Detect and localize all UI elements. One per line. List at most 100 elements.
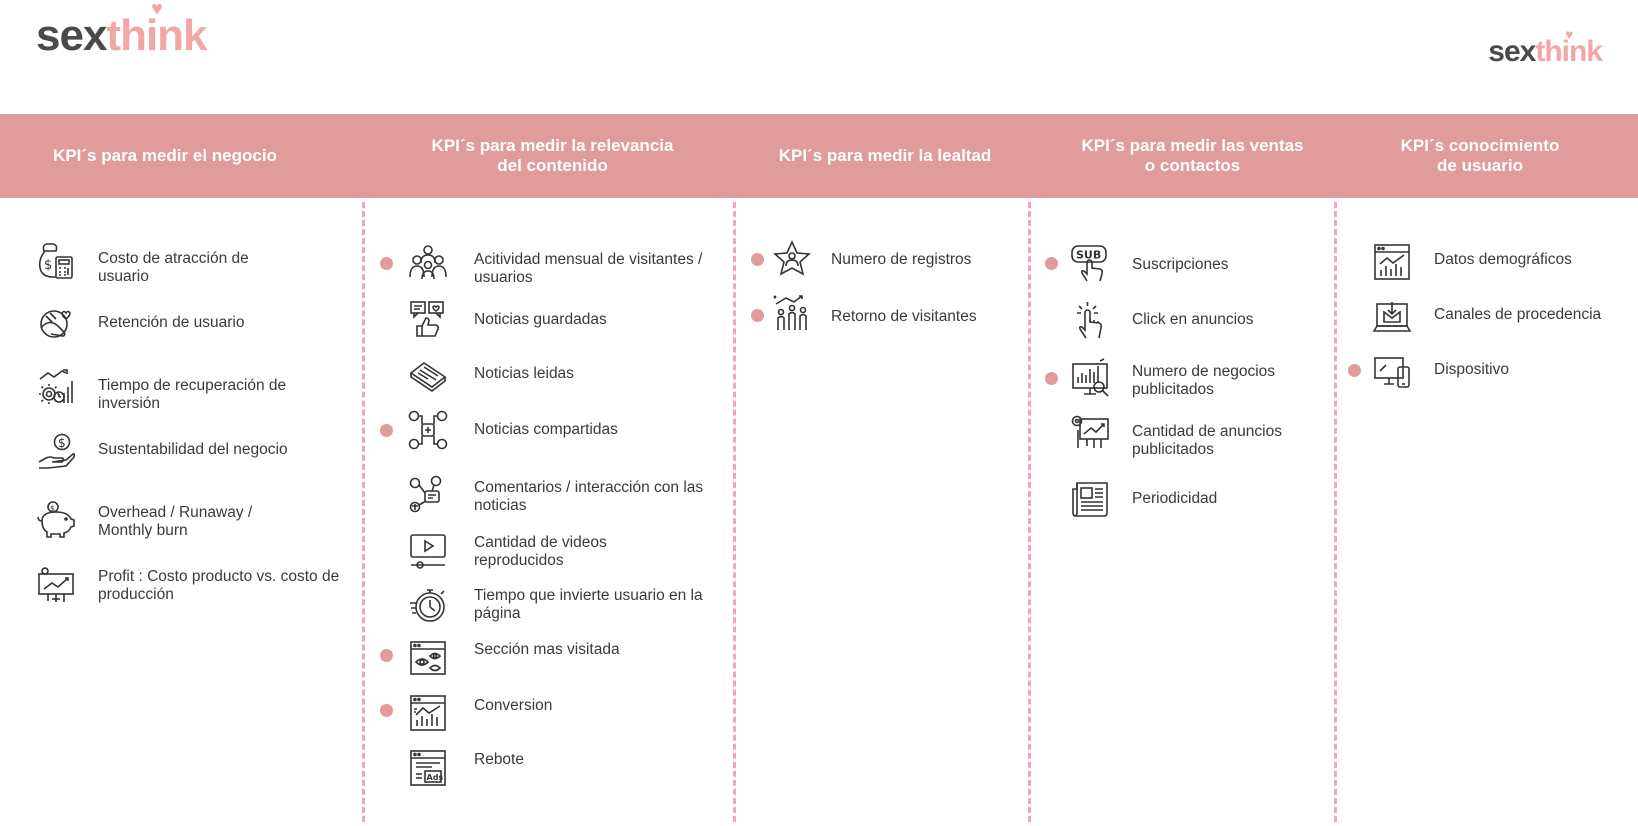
kpi-label: Numero de registros	[831, 251, 972, 268]
browser-chart-icon	[1372, 242, 1412, 282]
kpi-label: Datos demográficos	[1434, 251, 1572, 268]
comments-network-icon	[408, 475, 448, 515]
column-header-user: KPI´s conocimiento de usuario	[1400, 136, 1560, 175]
svg-text:$: $	[50, 504, 55, 513]
users-growth-icon	[772, 294, 812, 334]
kpi-label: Acitividad mensual de visitantes / usuar…	[474, 251, 703, 286]
kpi-item: Sección mas visitada	[408, 638, 718, 682]
stopwatch-icon	[408, 585, 448, 625]
kpi-item: Conversion	[408, 693, 718, 737]
svg-text:SUB: SUB	[1076, 249, 1101, 262]
star-user-icon	[772, 239, 812, 279]
kpi-label: Cantidad de videos reproducidos	[474, 534, 607, 569]
kpi-item: Noticias leidas	[408, 355, 718, 399]
column-divider	[733, 202, 736, 822]
highlight-dot	[1045, 257, 1058, 270]
kpi-item: Cantidad de videos reproducidos	[408, 532, 718, 576]
kpi-item: Retención de usuario	[36, 304, 346, 348]
kpi-item: Comentarios / interacción con las notici…	[408, 475, 718, 519]
kpi-item: SUB Suscripciones	[1070, 243, 1340, 287]
kpi-label: Canales de procedencia	[1434, 306, 1602, 323]
kpi-item: Numero de registros	[772, 239, 1022, 283]
kpi-item: Ads Rebote	[408, 748, 718, 792]
kpi-label: Comentarios / interacción con las notici…	[474, 479, 704, 514]
kpi-label: Retención de usuario	[98, 314, 245, 331]
browser-analytics-icon	[408, 693, 448, 733]
kpi-item: Periodicidad	[1070, 479, 1340, 523]
brand-logo-part2: think ♥	[106, 0, 207, 60]
svg-text:Ads: Ads	[427, 773, 444, 782]
brand-logo-small-part2: think ♥	[1535, 28, 1603, 68]
kpi-item: Cantidad de anuncios publicitados	[1070, 413, 1340, 458]
svg-text:$: $	[58, 436, 66, 450]
kpi-label: Costo de atracción de usuario	[98, 250, 249, 285]
kpi-item: $ Overhead / Runaway / Monthly burn	[36, 499, 346, 543]
svg-text:$: $	[44, 258, 52, 273]
column-divider	[1028, 202, 1031, 822]
newspaper-columns-icon	[1070, 479, 1110, 519]
column-header-content: KPI´s para medir la relevancia del conte…	[431, 136, 674, 175]
kpi-label: Noticias leidas	[474, 365, 574, 382]
column-divider	[362, 202, 365, 822]
kpi-item: Canales de procedencia	[1372, 298, 1632, 342]
kpi-label: Conversion	[474, 697, 553, 714]
brand-logo: sexthink ♥	[36, 0, 208, 60]
kpi-item: $ Sustentabilidad del negocio	[36, 432, 346, 476]
highlight-dot	[1045, 372, 1058, 385]
highlight-dot	[1348, 364, 1361, 377]
kpi-item: Datos demográficos	[1372, 242, 1632, 286]
devices-icon	[1372, 353, 1412, 393]
presentation-board-icon	[36, 566, 76, 606]
column-header-sales: KPI´s para medir las ventas o contactos	[1081, 136, 1304, 175]
kpi-item: Acitividad mensual de visitantes / usuar…	[408, 243, 718, 287]
kpi-item: Numero de negocios publicitados	[1070, 358, 1340, 402]
kpi-label: Sustentabilidad del negocio	[98, 441, 288, 458]
brand-logo-part2-text: think	[106, 11, 207, 60]
kpi-label: Overhead / Runaway / Monthly burn	[98, 504, 253, 539]
laptop-mail-icon	[1372, 298, 1412, 338]
highlight-dot	[380, 424, 393, 437]
brand-logo-small-part1: sex	[1488, 35, 1536, 68]
kpi-item: Retorno de visitantes	[772, 294, 1022, 338]
kpi-item: Tiempo que invierte usuario en la página	[408, 585, 718, 629]
hand-heart-icon	[36, 304, 76, 344]
highlight-dot	[380, 257, 393, 270]
kpi-item: Profit : Costo producto vs. costo de pro…	[36, 566, 346, 610]
highlight-dot	[751, 253, 764, 266]
kpi-label: Dispositivo	[1434, 361, 1509, 378]
kpi-label: Numero de negocios publicitados	[1132, 363, 1276, 398]
kpi-item: Noticias guardadas	[408, 300, 718, 344]
gear-growth-chart-icon	[36, 367, 76, 407]
kpi-item: Click en anuncios	[1070, 300, 1340, 344]
heart-icon: ♥	[151, 0, 163, 21]
kpi-label: Rebote	[474, 751, 524, 768]
kpi-item: $ Costo de atracción de usuario	[36, 241, 346, 285]
kpi-label: Tiempo de recuperación de inversión	[98, 377, 287, 412]
kpi-label: Profit : Costo producto vs. costo de pro…	[98, 568, 340, 603]
kpi-label: Click en anuncios	[1132, 311, 1254, 328]
kpi-label: Noticias compartidas	[474, 421, 618, 438]
brand-logo-small: sexthink ♥	[1488, 28, 1603, 68]
kpi-label: Periodicidad	[1132, 490, 1218, 507]
users-group-icon	[408, 243, 448, 283]
brand-logo-part1: sex	[36, 11, 107, 60]
newspaper-icon	[408, 355, 448, 395]
piggy-bank-icon: $	[36, 499, 76, 539]
pointer-click-icon	[1070, 300, 1110, 340]
column-header-loyalty: KPI´s para medir la lealtad	[778, 146, 992, 165]
browser-eye-icon	[408, 638, 448, 678]
kpi-label: Suscripciones	[1132, 256, 1229, 273]
presentation-chart-icon	[1070, 413, 1110, 453]
column-divider	[1334, 202, 1337, 822]
kpi-header-band	[0, 114, 1638, 198]
highlight-dot	[751, 309, 764, 322]
highlight-dot	[380, 649, 393, 662]
money-calculator-icon: $	[36, 241, 76, 281]
hand-coin-icon: $	[36, 432, 76, 472]
thumbs-up-chat-icon	[408, 300, 448, 340]
video-player-icon	[408, 532, 448, 572]
sub-button-click-icon: SUB	[1070, 243, 1110, 283]
kpi-label: Sección mas visitada	[474, 641, 620, 658]
kpi-label: Tiempo que invierte usuario en la página	[474, 587, 703, 622]
monitor-search-icon	[1070, 358, 1110, 398]
